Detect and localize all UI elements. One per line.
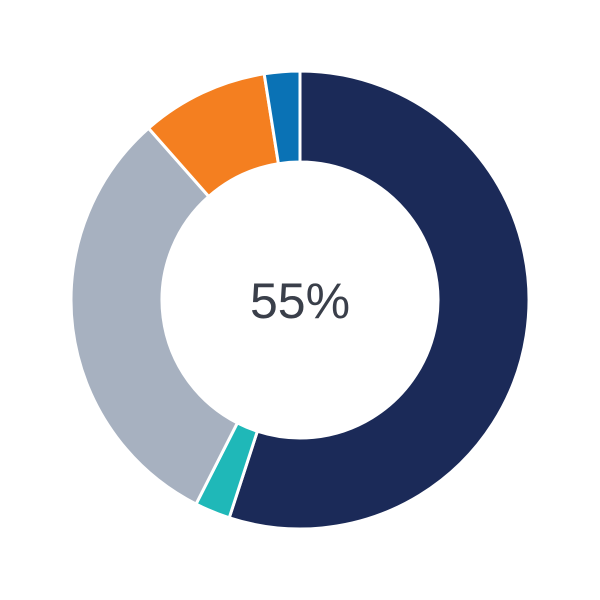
center-label: 55% <box>250 273 350 329</box>
slices <box>69 69 531 531</box>
donut-slice-2[interactable] <box>69 126 240 507</box>
donut-slice-0[interactable] <box>227 69 531 531</box>
donut-slice-4[interactable] <box>262 69 302 166</box>
